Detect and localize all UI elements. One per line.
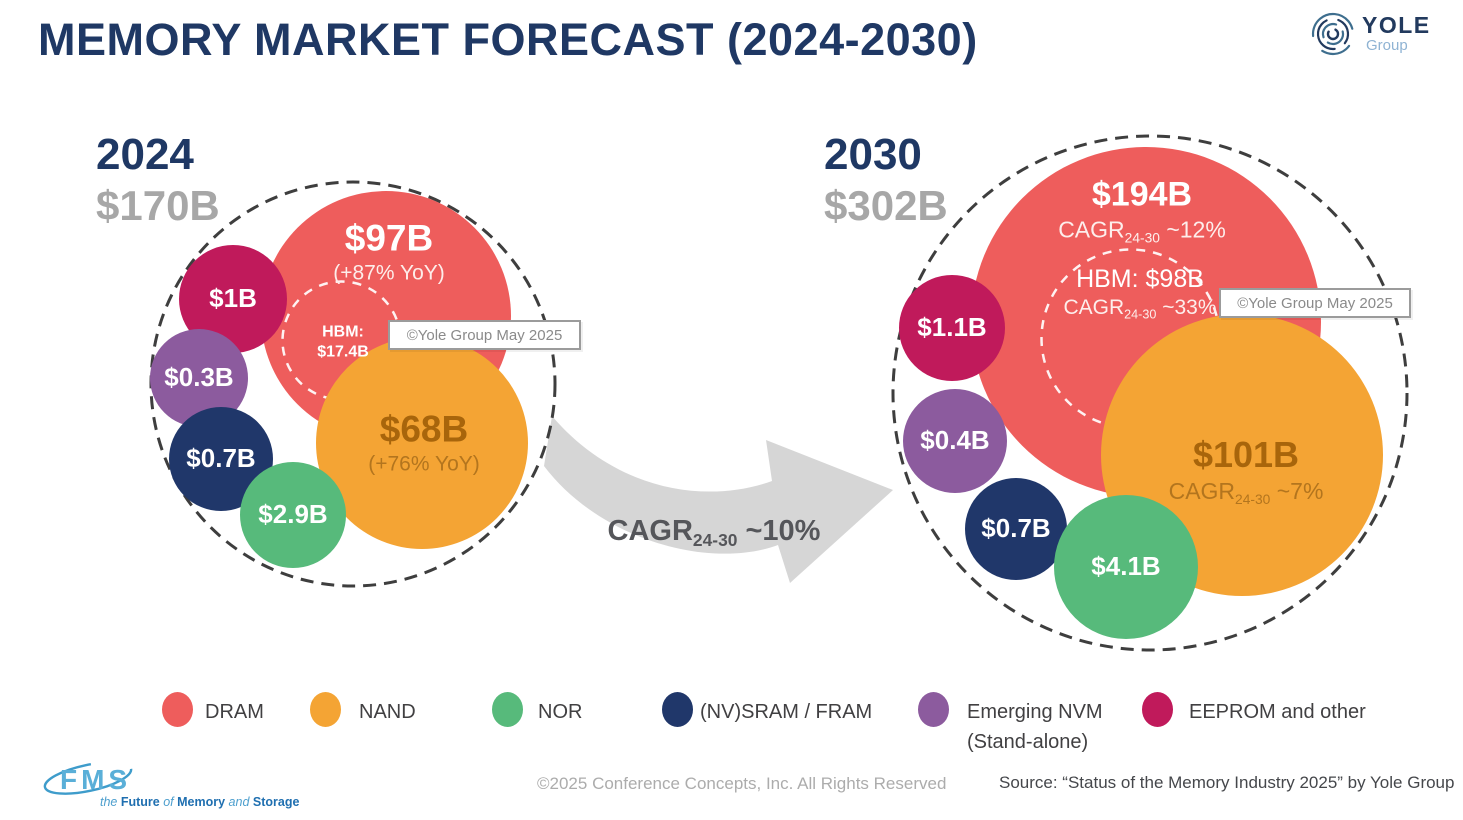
legend-label-5: EEPROM and other <box>1189 701 1366 723</box>
2030-eeprom-bubble <box>899 275 1005 381</box>
fms-tagline: the Future of Memory and Storage <box>100 795 300 809</box>
legend-dot-4 <box>918 692 949 727</box>
legend-dot-2 <box>492 692 523 727</box>
2024-nor-label: $2.9B <box>258 499 328 530</box>
2030-year-label: 2030 <box>824 130 922 179</box>
footer-copyright: ©2025 Conference Concepts, Inc. All Righ… <box>537 774 947 793</box>
fms-orbit-icon: FMS <box>43 761 133 795</box>
2030-outer-ring <box>891 134 1409 652</box>
2030-nor-bubble <box>1054 495 1198 639</box>
2030-sram-label: $0.7B <box>981 513 1051 544</box>
2024-nor-bubble <box>240 462 346 568</box>
legend-label-2: NOR <box>538 701 583 723</box>
2024-sram-label: $0.7B <box>186 443 256 474</box>
yole-wordmark: YOLE <box>1362 12 1431 38</box>
2030-sram-bubble <box>965 478 1067 580</box>
yole-logo-icon <box>1311 12 1355 56</box>
footer-source: Source: “Status of the Memory Industry 2… <box>999 773 1455 792</box>
arrow-cagr-label: CAGR24-30 ~10% <box>607 514 821 551</box>
legend-label-1: NAND <box>359 701 416 723</box>
legend-dot-3 <box>662 692 693 727</box>
2024-nand-bubble <box>316 337 528 549</box>
legend-label-0: DRAM <box>205 701 264 723</box>
2030-hbm-label: HBM: $98B CAGR24-30 ~33% <box>1063 264 1217 321</box>
legend-label-3: (NV)SRAM / FRAM <box>700 701 873 723</box>
2030-watermark: ©Yole Group May 2025 <box>1219 288 1411 318</box>
2030-nor-label: $4.1B <box>1091 551 1161 582</box>
2024-eeprom-label: $1B <box>209 283 257 314</box>
2030-nvm-label: $0.4B <box>920 425 990 456</box>
2024-nvm-label: $0.3B <box>164 362 234 393</box>
legend-label-4: Emerging NVM (Stand-alone) <box>967 701 1103 753</box>
yole-logo: YOLE Group <box>1308 8 1448 64</box>
page-title: MEMORY MARKET FORECAST (2024-2030) <box>38 14 978 65</box>
2024-dram-label: $97B (+87% YoY) <box>333 217 445 285</box>
footer-fms-logo: FMS the Future of Memory and Storage <box>36 758 299 814</box>
2030-nvm-bubble <box>903 389 1007 493</box>
2030-total-label: $302B <box>824 182 948 229</box>
legend-dot-0 <box>162 692 193 727</box>
2024-nand-label: $68B (+76% YoY) <box>368 408 480 476</box>
fms-letters: FMS <box>60 764 131 795</box>
2024-watermark: ©Yole Group May 2025 <box>388 320 581 350</box>
2024-year-label: 2024 <box>96 130 194 179</box>
legend-dot-1 <box>310 692 341 727</box>
legend-dot-5 <box>1142 692 1173 727</box>
2030-eeprom-label: $1.1B <box>917 312 987 343</box>
2024-hbm-label: HBM: $17.4B <box>317 323 369 360</box>
2030-dram-label: $194B CAGR24-30 ~12% <box>1058 175 1226 246</box>
yole-group-label: Group <box>1366 37 1408 54</box>
2030-nand-label: $101B CAGR24-30 ~7% <box>1168 434 1324 507</box>
2024-total-label: $170B <box>96 182 220 229</box>
